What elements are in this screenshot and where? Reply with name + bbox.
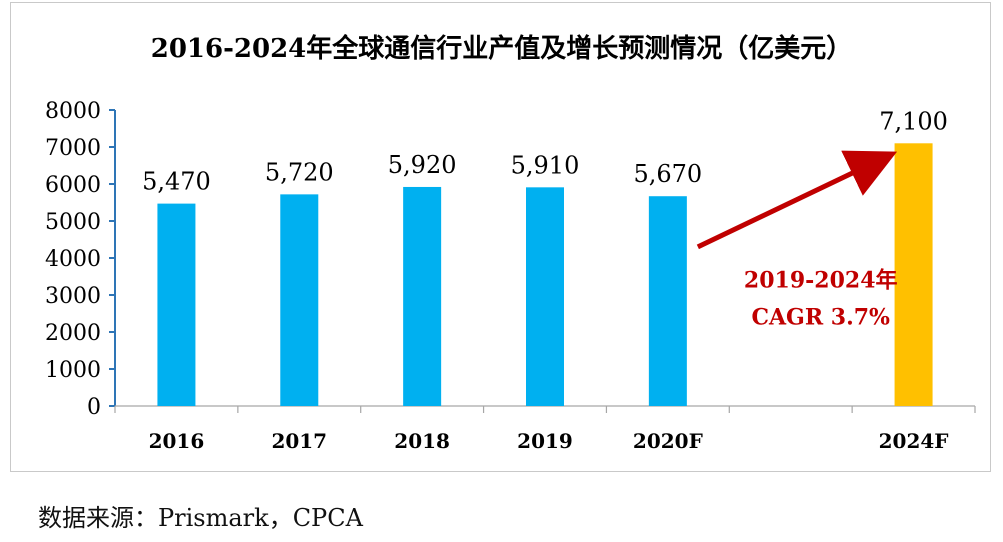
- bar-2019: [526, 187, 564, 406]
- cagr-arrow: [696, 150, 898, 250]
- data-source: 数据来源：Prismark，CPCA: [38, 504, 363, 532]
- x-tick-label: 2024F: [879, 429, 949, 453]
- x-tick-label: 2020F: [633, 429, 703, 453]
- bar-value-label: 5,910: [511, 151, 580, 179]
- bar-2024f: [894, 143, 933, 407]
- y-tick-label: 1000: [45, 358, 101, 383]
- bar-value-label: 5,720: [265, 158, 334, 186]
- x-tick-label: 2019: [517, 429, 573, 453]
- y-tick-label: 4000: [45, 247, 101, 272]
- x-tick-label: 2018: [394, 429, 450, 453]
- y-tick-label: 0: [87, 395, 101, 420]
- bar-value-label: 5,470: [142, 168, 211, 196]
- bar-value-label: 5,920: [388, 151, 457, 179]
- bar-value-label: 5,670: [633, 160, 702, 188]
- cagr-annotation-line1: 2019-2024年: [744, 268, 898, 294]
- x-tick-label: 2017: [271, 429, 327, 453]
- y-tick-label: 2000: [45, 321, 101, 346]
- bar-value-label: 7,100: [879, 107, 948, 135]
- bar-2016: [157, 203, 196, 406]
- y-tick-label: 8000: [45, 99, 101, 124]
- bar-2017: [280, 194, 319, 406]
- chart-title: 2016-2024年全球通信行业产值及增长预测情况（亿美元）: [150, 34, 853, 64]
- cagr-annotation-line2: CAGR 3.7%: [751, 305, 890, 331]
- bar-2018: [403, 186, 442, 406]
- bar-chart: 0 1000 2000 3000 4000 5000 6000 7000 8000 5,470 2…: [45, 99, 976, 453]
- y-tick-label: 7000: [45, 136, 101, 161]
- x-tick-label: 2016: [149, 429, 205, 453]
- bar-2020f: [648, 196, 687, 406]
- y-tick-label: 3000: [45, 284, 101, 309]
- chart-frame: [10, 2, 991, 472]
- y-tick-label: 5000: [45, 210, 101, 235]
- y-tick-label: 6000: [45, 173, 101, 198]
